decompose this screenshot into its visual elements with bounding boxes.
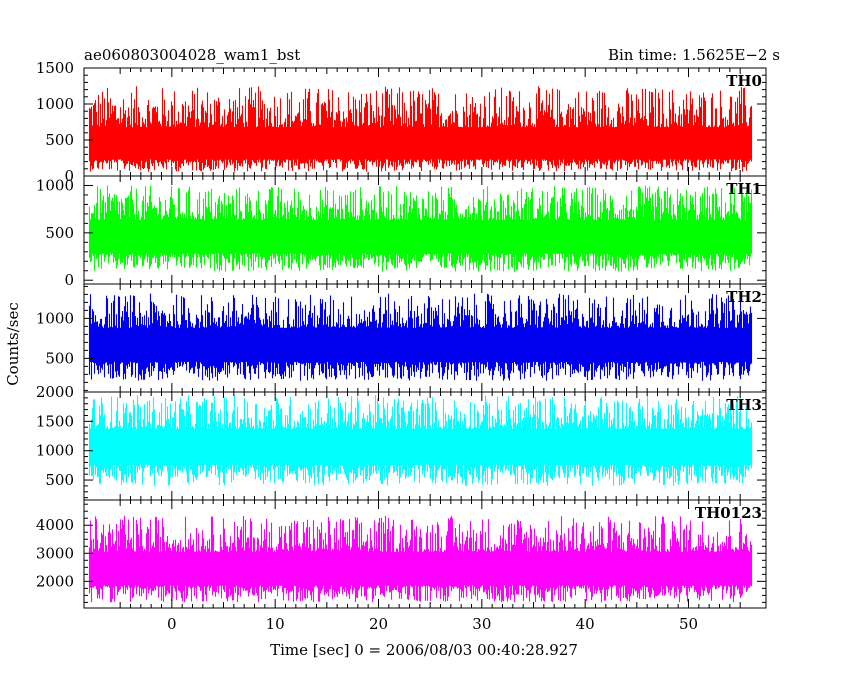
- x-axis-label: Time [sec] 0 = 2006/08/03 00:40:28.927: [270, 641, 578, 659]
- x-tick-label: 0: [167, 615, 177, 633]
- y-tick-label: 1000: [36, 442, 74, 460]
- y-tick-label: 0: [64, 167, 74, 185]
- x-tick-label: 50: [679, 615, 698, 633]
- y-tick-label: 0: [64, 271, 74, 289]
- panel-label-th0123: TH0123: [695, 504, 762, 522]
- y-tick-label: 500: [45, 349, 74, 367]
- panel-label-th2: TH2: [726, 288, 762, 306]
- panel-label-th0: TH0: [726, 72, 762, 90]
- series-th3: [88, 395, 753, 486]
- x-tick-label: 30: [472, 615, 491, 633]
- panel-frame-th0123: [83, 499, 767, 609]
- y-tick-label: 1500: [36, 59, 74, 77]
- y-tick-label: 2000: [36, 383, 74, 401]
- y-axis-label: Counts/sec: [4, 302, 22, 386]
- y-tick-label: 500: [45, 131, 74, 149]
- series-th1: [88, 185, 753, 272]
- y-tick-label: 3000: [36, 544, 74, 562]
- series-th0123: [88, 515, 753, 603]
- chart-title: ae060803004028_wam1_bst: [84, 46, 300, 64]
- panel-label-th1: TH1: [726, 180, 762, 198]
- x-tick-label: 40: [576, 615, 595, 633]
- y-tick-label: 1000: [36, 309, 74, 327]
- y-tick-label: 2000: [36, 572, 74, 590]
- x-tick-label: 20: [369, 615, 388, 633]
- x-tick-label: 10: [266, 615, 285, 633]
- y-tick-label: 500: [45, 224, 74, 242]
- y-tick-label: 500: [45, 471, 74, 489]
- panel-label-th3: TH3: [726, 396, 762, 414]
- y-tick-label: 1000: [36, 176, 74, 194]
- y-tick-label: 4000: [36, 516, 74, 534]
- bin-time-label: Bin time: 1.5625E−2 s: [608, 46, 780, 64]
- y-tick-label: 1000: [36, 95, 74, 113]
- series-th0: [88, 86, 753, 172]
- y-tick-label: 1500: [36, 412, 74, 430]
- series-th2: [88, 293, 753, 381]
